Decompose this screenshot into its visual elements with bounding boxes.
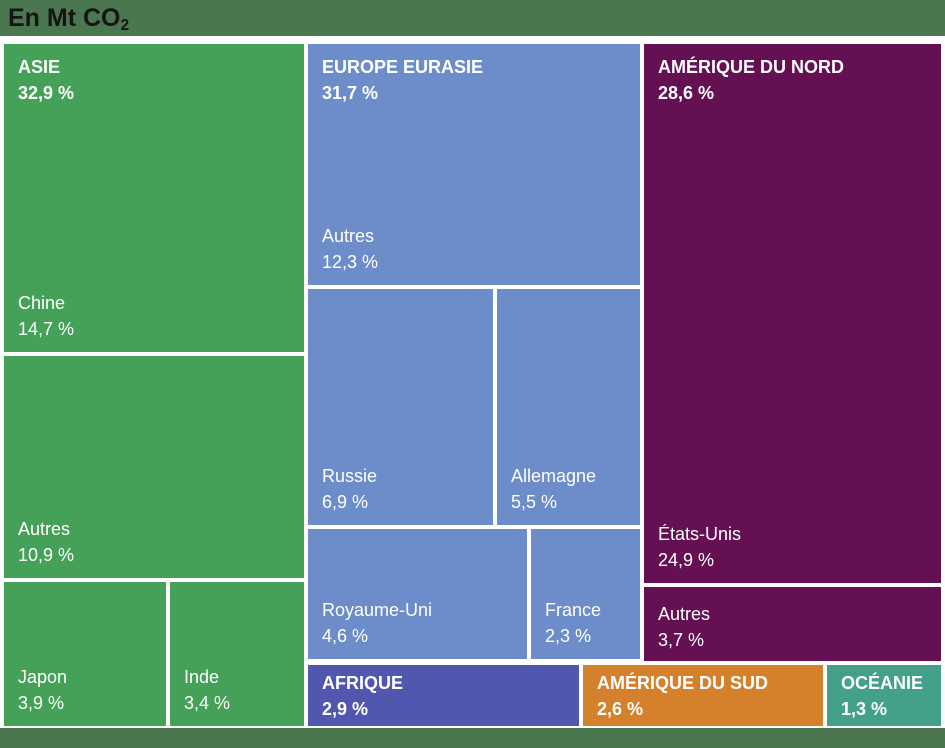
tile-asie-japon: Japon 3,9 % [4, 582, 166, 726]
tile-percent: 10,9 % [18, 545, 75, 565]
tile-name: Autres [18, 519, 71, 539]
tile-name: Royaume-Uni [322, 600, 433, 620]
tile-percent: 12,3 % [322, 252, 379, 272]
title-band [0, 0, 945, 36]
footer-band [0, 728, 945, 748]
region-percent: 2,9 % [322, 698, 369, 719]
region-percent: 32,9 % [18, 83, 75, 103]
tile-label-russie: Russie 6,9 % [322, 463, 481, 515]
tile-percent: 24,9 % [658, 550, 715, 570]
tile-asie-inde: Inde 3,4 % [170, 582, 304, 726]
region-name: AFRIQUE [322, 672, 403, 693]
region-name: AMÉRIQUE DU NORD [658, 57, 845, 77]
tile-label-allemagne: Allemagne 5,5 % [511, 463, 628, 515]
tile-label-royaume-uni: Royaume-Uni 4,6 % [322, 597, 515, 649]
tile-name: Allemagne [511, 466, 597, 486]
region-title-asie: ASIE 32,9 % [18, 54, 292, 106]
tile-name: Russie [322, 466, 378, 486]
region-title-afrique: AFRIQUE 2,9 % [322, 670, 567, 722]
region-percent: 1,3 % [841, 698, 888, 719]
tile-label-europe-autres: Autres 12,3 % [322, 223, 628, 275]
tile-percent: 4,6 % [322, 626, 369, 646]
tile-afrique: AFRIQUE 2,9 % [308, 665, 579, 726]
tile-percent: 2,3 % [545, 626, 592, 646]
tile-europe-royaume-uni: Royaume-Uni 4,6 % [308, 529, 527, 659]
tile-europe-allemagne: Allemagne 5,5 % [497, 289, 640, 525]
tile-europe-autres: EUROPE EURASIE 31,7 % Autres 12,3 % [308, 44, 640, 285]
tile-percent: 3,7 % [658, 630, 705, 650]
tile-name: France [545, 600, 602, 620]
tile-nord-etats-unis: AMÉRIQUE DU NORD 28,6 % États-Unis 24,9 … [644, 44, 941, 583]
tile-name: Inde [184, 667, 220, 687]
tile-name: Autres [658, 604, 711, 624]
tile-amerique-du-sud: AMÉRIQUE DU SUD 2,6 % [583, 665, 823, 726]
tile-percent: 5,5 % [511, 492, 558, 512]
tile-name: Autres [322, 226, 375, 246]
chart-title-text: En Mt CO [8, 4, 121, 32]
tile-label-france: France 2,3 % [545, 597, 628, 649]
region-title-amerique-du-nord: AMÉRIQUE DU NORD 28,6 % [658, 54, 929, 106]
tile-name: Japon [18, 667, 68, 687]
chart-title-subscript: 2 [120, 17, 130, 35]
tile-label-japon: Japon 3,9 % [18, 664, 154, 716]
tile-label-etats-unis: États-Unis 24,9 % [658, 521, 929, 573]
region-percent: 31,7 % [322, 83, 379, 103]
tile-nord-autres: Autres 3,7 % [644, 587, 941, 661]
tile-label-nord-autres: Autres 3,7 % [658, 601, 929, 653]
tile-europe-france: France 2,3 % [531, 529, 640, 659]
tile-name: Chine [18, 293, 66, 313]
tile-label-asie-autres: Autres 10,9 % [18, 516, 292, 568]
tile-asie-chine: ASIE 32,9 % Chine 14,7 % [4, 44, 304, 352]
tile-label-chine: Chine 14,7 % [18, 290, 292, 342]
tile-percent: 14,7 % [18, 319, 75, 339]
chart-title: En Mt CO2 [8, 4, 130, 35]
region-name: OCÉANIE [841, 672, 924, 693]
region-percent: 2,6 % [597, 698, 644, 719]
region-percent: 28,6 % [658, 83, 715, 103]
tile-oceanie: OCÉANIE 1,3 % [827, 665, 941, 726]
tile-percent: 3,9 % [18, 693, 65, 713]
tile-name: États-Unis [658, 524, 742, 544]
tile-europe-russie: Russie 6,9 % [308, 289, 493, 525]
region-title-europe-eurasie: EUROPE EURASIE 31,7 % [322, 54, 628, 106]
region-title-oceanie: OCÉANIE 1,3 % [841, 670, 929, 722]
region-title-amerique-du-sud: AMÉRIQUE DU SUD 2,6 % [597, 670, 811, 722]
tile-percent: 6,9 % [322, 492, 369, 512]
tile-label-inde: Inde 3,4 % [184, 664, 292, 716]
region-name: AMÉRIQUE DU SUD [597, 672, 769, 693]
region-name: EUROPE EURASIE [322, 57, 484, 77]
region-name: ASIE [18, 57, 61, 77]
tile-percent: 3,4 % [184, 693, 231, 713]
tile-asie-autres: Autres 10,9 % [4, 356, 304, 578]
